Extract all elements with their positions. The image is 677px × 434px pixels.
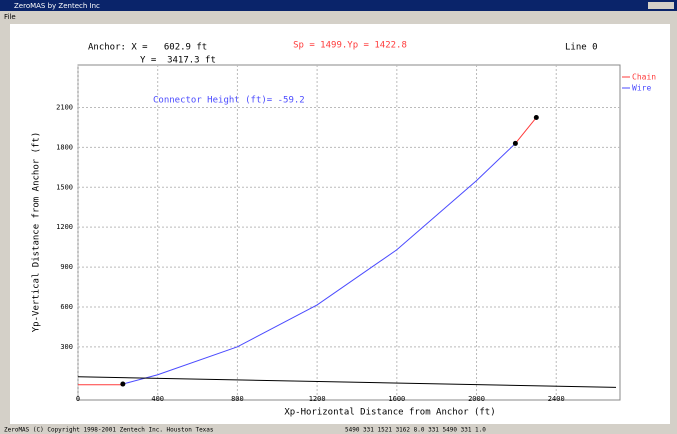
status-text: ZeroMAS (C) Copyright 1998-2001 Zentech … xyxy=(4,427,214,434)
annotation: Connector Height (ft)= -59.2 xyxy=(153,96,305,106)
legend-label: Wire xyxy=(632,84,651,93)
window-buttons[interactable] xyxy=(648,2,674,9)
annotation: Anchor: X = 602.9 ft xyxy=(88,43,207,53)
x-tick-label: 2000 xyxy=(468,395,485,403)
y-tick-label: 1200 xyxy=(56,223,73,231)
seabed-line xyxy=(77,376,617,388)
y-axis-label: Yp-Vertical Distance from Anchor (ft) xyxy=(32,132,42,332)
status-bar xyxy=(0,426,677,434)
annotation: Sp = 1499.Yp = 1422.8 xyxy=(293,41,407,51)
y-tick-label: 900 xyxy=(60,263,73,271)
y-tick-label: 2100 xyxy=(56,104,73,112)
x-tick-label: 800 xyxy=(231,395,244,403)
x-tick-label: 0 xyxy=(76,395,80,403)
chart-panel xyxy=(10,24,670,424)
title-bar xyxy=(0,0,677,11)
point-marker xyxy=(120,381,126,387)
y-tick-label: 600 xyxy=(60,303,73,311)
menu-item[interactable]: File xyxy=(4,13,16,21)
status-text: 5490 331 1521 3162 8.0 331 5490 331 1.0 xyxy=(345,427,486,434)
annotation: Y = 3417.3 ft xyxy=(140,56,216,66)
x-axis-label: Xp-Horizontal Distance from Anchor (ft) xyxy=(284,408,495,418)
y-tick-label: 300 xyxy=(60,343,73,351)
point-marker xyxy=(512,140,518,146)
plot-frame xyxy=(77,64,621,401)
series-line xyxy=(122,143,516,385)
x-tick-label: 1600 xyxy=(388,395,405,403)
annotation: Line 0 xyxy=(565,43,598,53)
y-tick-label: 1500 xyxy=(56,183,73,191)
y-tick-label: 1800 xyxy=(56,143,73,151)
x-tick-label: 1200 xyxy=(309,395,326,403)
x-tick-label: 2400 xyxy=(548,395,565,403)
window-title: ZeroMAS by Zentech Inc xyxy=(14,2,100,10)
series-line xyxy=(78,117,537,386)
x-tick-label: 400 xyxy=(151,395,164,403)
point-marker xyxy=(533,115,539,121)
legend-label: Chain xyxy=(632,73,656,82)
